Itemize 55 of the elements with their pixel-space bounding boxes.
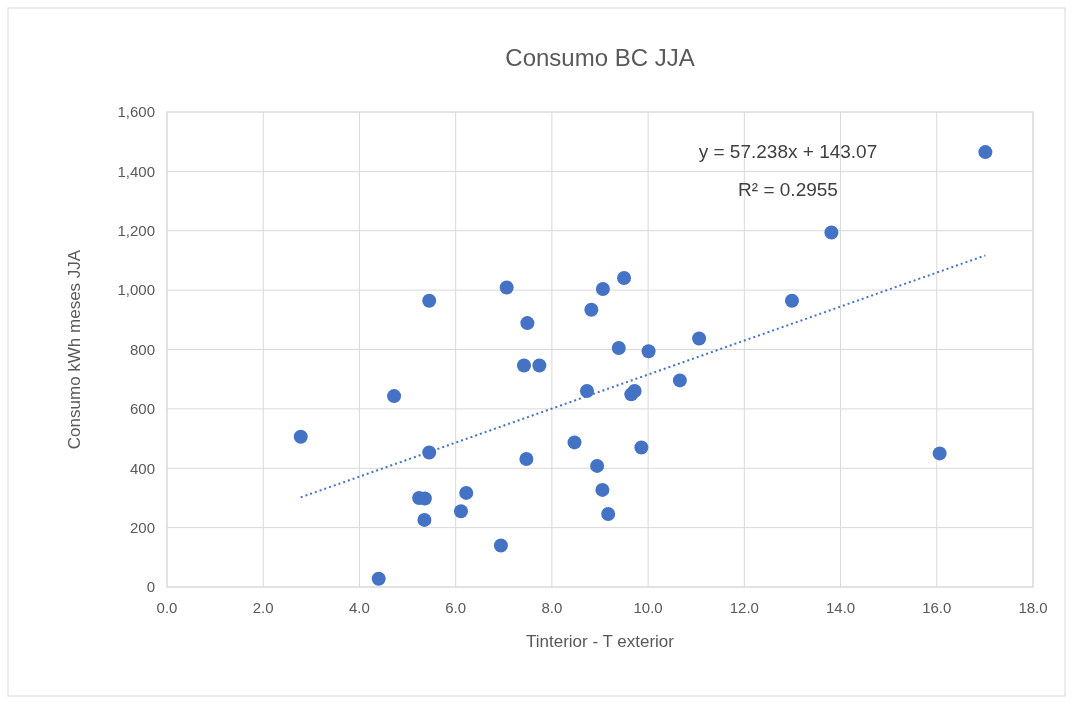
x-tick-label: 2.0: [252, 599, 274, 616]
x-tick-label: 16.0: [922, 599, 952, 616]
x-tick-label: 6.0: [445, 599, 467, 616]
y-tick-label: 1,200: [117, 222, 155, 239]
x-tick-label: 4.0: [349, 599, 370, 616]
point: [293, 429, 308, 444]
y-tick-label: 1,600: [117, 103, 155, 121]
point: [459, 485, 474, 500]
point: [634, 440, 649, 455]
point: [519, 452, 534, 467]
y-tick-label: 1,000: [117, 281, 155, 299]
y-tick-label: 200: [129, 518, 155, 536]
point: [387, 389, 402, 404]
x-axis-title: Tinterior - T exterior: [525, 632, 675, 651]
point: [932, 446, 947, 461]
point: [532, 358, 547, 373]
x-tick-label: 14.0: [825, 599, 856, 616]
chart-title: Consumo BC JJA: [505, 44, 695, 71]
point: [584, 302, 599, 317]
point: [595, 281, 610, 296]
point: [493, 538, 508, 553]
point: [520, 316, 535, 331]
point: [672, 373, 687, 388]
point: [580, 384, 595, 399]
point: [422, 445, 437, 460]
point: [567, 435, 582, 450]
point: [692, 331, 707, 346]
y-tick-label: 1,400: [117, 162, 155, 180]
point: [601, 506, 616, 521]
point: [641, 344, 656, 359]
x-tick-label: 18.0: [1018, 599, 1048, 616]
point: [617, 270, 632, 285]
point: [371, 571, 386, 586]
point: [422, 293, 437, 308]
point: [611, 341, 626, 356]
annotation: y = 57.238x + 143.07: [698, 141, 878, 162]
y-tick-label: 600: [129, 400, 155, 418]
x-tick-label: 0.0: [156, 599, 178, 616]
point: [590, 458, 605, 473]
point: [516, 358, 531, 373]
x-tick-label: 10.0: [633, 599, 663, 616]
point: [453, 504, 468, 519]
y-axis-title: Consumo kWh meses JJA: [65, 249, 84, 450]
y-tick-label: 800: [129, 340, 155, 358]
point: [978, 145, 993, 160]
x-tick-label: 12.0: [729, 599, 759, 616]
y-tick-label: 400: [129, 459, 155, 477]
y-tick-label: 0: [146, 578, 155, 596]
point: [499, 280, 514, 295]
point: [784, 293, 799, 308]
point: [417, 512, 432, 527]
annotation: R² = 0.2955: [738, 179, 838, 200]
point: [824, 225, 839, 240]
x-tick-label: 8.0: [541, 599, 563, 616]
point: [595, 482, 610, 497]
